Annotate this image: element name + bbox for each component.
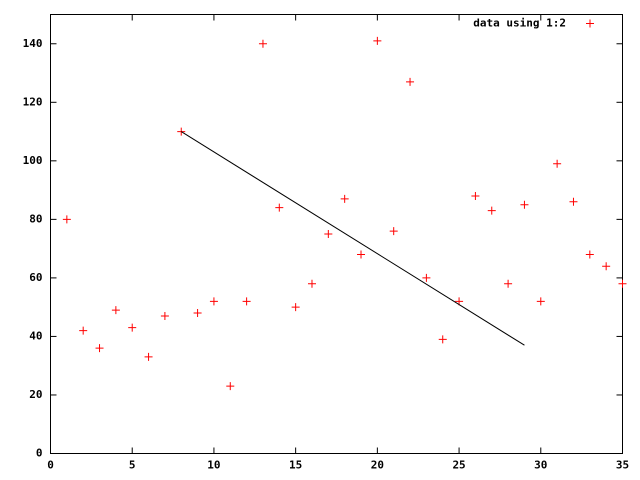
plus-glyph [520,200,529,209]
y-tick-label: 120 [23,95,43,108]
plus-glyph [586,19,594,28]
plus-glyph [618,279,627,288]
plus-glyph [79,326,88,335]
data-point [504,279,513,288]
data-point [307,279,316,288]
plus-glyph [128,323,137,332]
plus-glyph [291,303,300,312]
legend-label: data using 1:2 [473,17,566,30]
data-point [144,352,153,361]
plus-glyph [193,309,202,318]
plus-glyph [160,311,169,320]
data-point [79,326,88,335]
data-point [193,309,202,318]
data-point [357,250,366,259]
plus-glyph [95,344,104,353]
plus-glyph [242,297,251,306]
data-point [275,203,284,212]
plus-glyph [111,306,120,315]
data-point [160,311,169,320]
plus-glyph [324,230,333,238]
plus-glyph [471,191,480,200]
y-tick-label: 0 [36,447,43,460]
plus-glyph [340,194,349,203]
data-point [209,297,218,306]
plus-glyph [144,352,153,361]
plus-glyph [569,197,578,206]
y-tick-label: 20 [29,388,42,401]
data-point [471,191,480,200]
data-point [438,335,447,344]
x-tick-label: 10 [207,459,220,472]
y-tick-label: 60 [29,271,42,284]
trend-line [180,131,525,346]
data-point [128,323,137,332]
data-point [585,250,594,259]
x-tick-label: 20 [371,459,384,472]
data-point [242,297,251,306]
x-tick-label: 30 [534,459,547,472]
x-tick-label: 35 [616,459,629,472]
data-point [95,344,104,353]
data-point [324,230,333,238]
plus-glyph [585,250,594,259]
data-point [618,279,627,288]
plus-glyph [438,335,447,344]
data-point [111,306,120,315]
plus-glyph [406,77,415,86]
data-point [422,273,431,282]
plot-border [50,14,623,454]
data-point [62,215,71,224]
plus-glyph [226,382,235,391]
x-tick-label: 5 [129,459,136,472]
y-tick-label: 40 [29,329,42,342]
data-point [569,197,578,206]
plus-glyph [258,39,267,48]
plus-glyph [275,203,284,212]
plus-glyph [307,279,316,288]
plus-glyph [389,227,398,236]
plus-glyph [504,279,513,288]
data-point [291,303,300,312]
y-tick-label: 100 [23,154,43,167]
x-tick-label: 15 [289,459,302,472]
plus-glyph [602,262,611,271]
data-point [406,77,415,86]
data-point [373,36,382,45]
plus-glyph [357,250,366,259]
plus-glyph [373,36,382,45]
x-tick-label: 25 [452,459,465,472]
plus-glyph [422,273,431,282]
data-point [602,262,611,271]
data-point [536,297,545,306]
y-tick-label: 80 [29,212,42,225]
plus-glyph [487,206,496,215]
data-point [340,194,349,203]
plus-glyph [209,297,218,306]
y-tick-label: 140 [23,37,43,50]
data-point [389,227,398,236]
plus-glyph [553,159,562,168]
x-tick-label: 0 [47,459,54,472]
plus-glyph [536,297,545,306]
data-point [487,206,496,215]
data-point [520,200,529,209]
data-point [258,39,267,48]
data-point [553,159,562,168]
legend-marker [586,19,594,28]
data-point [226,382,235,391]
plus-glyph [62,215,71,224]
